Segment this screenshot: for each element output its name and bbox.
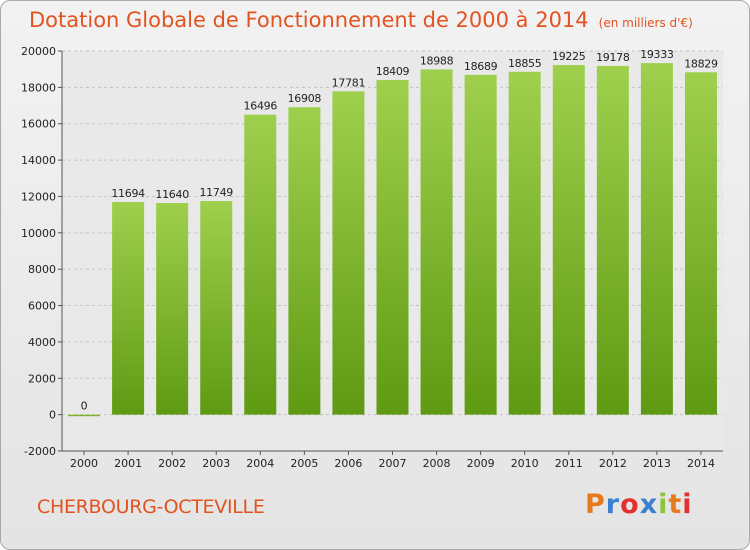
y-tick-label: 0 (49, 409, 56, 422)
y-tick-label: 14000 (21, 154, 56, 167)
bar (508, 71, 541, 415)
x-tick-label: 2011 (555, 457, 583, 470)
bar-value-label: 16908 (288, 92, 322, 105)
logo-letter: x (639, 489, 659, 520)
logo-letter: i (682, 489, 693, 520)
bar-value-label: 16496 (244, 100, 278, 113)
bar (288, 107, 321, 415)
bar (464, 74, 497, 415)
y-tick-label: 6000 (28, 300, 56, 313)
x-tick-label: 2001 (114, 457, 142, 470)
bar-value-label: 11640 (155, 188, 189, 201)
x-tick-label: 2007 (379, 457, 407, 470)
y-tick-label: 2000 (28, 372, 56, 385)
bar-value-label: 18855 (508, 57, 542, 70)
y-tick-label: -2000 (24, 445, 56, 458)
x-tick-label: 2009 (467, 457, 495, 470)
bar-value-label: 18829 (684, 57, 718, 70)
x-tick-label: 2010 (511, 457, 539, 470)
bar-value-label: 11749 (199, 186, 233, 199)
bar (640, 63, 673, 415)
y-tick-label: 8000 (28, 263, 56, 276)
bar-value-label: 0 (81, 400, 88, 413)
x-tick-label: 2012 (599, 457, 627, 470)
city-name: CHERBOURG-OCTEVILLE (37, 496, 265, 518)
proxiti-logo: Proxiti (585, 489, 693, 520)
logo-letter: P (585, 489, 606, 520)
bar-value-label: 19333 (640, 48, 674, 61)
x-tick-label: 2013 (643, 457, 671, 470)
logo-letter: r (605, 489, 621, 520)
chart-title: Dotation Globale de Fonctionnement de 20… (29, 8, 693, 32)
y-tick-label: 4000 (28, 336, 56, 349)
bar (420, 69, 453, 415)
y-tick-label: 16000 (21, 118, 56, 131)
bar-value-label: 19178 (596, 51, 630, 64)
bar-value-label: 17781 (332, 76, 366, 89)
bar (200, 201, 233, 415)
x-tick-label: 2002 (158, 457, 186, 470)
logo-letter: t (668, 489, 683, 520)
bar (156, 203, 189, 415)
bar-value-label: 18988 (420, 54, 454, 67)
bar (68, 414, 101, 417)
logo-letter: i (658, 489, 669, 520)
bar-value-label: 11694 (111, 187, 145, 200)
x-tick-label: 2000 (70, 457, 98, 470)
logo-letter: o (620, 489, 640, 520)
y-tick-label: 18000 (21, 81, 56, 94)
title-unit: (en milliers d'€) (598, 16, 693, 30)
bar (376, 79, 409, 415)
title-text: Dotation Globale de Fonctionnement de 20… (29, 8, 589, 32)
bar (244, 114, 277, 415)
bar (684, 72, 717, 415)
x-tick-label: 2004 (246, 457, 274, 470)
bar (332, 91, 365, 415)
bar-value-label: 18689 (464, 60, 498, 73)
y-tick-label: 20000 (21, 45, 56, 58)
x-tick-label: 2014 (687, 457, 715, 470)
x-tick-label: 2008 (423, 457, 451, 470)
bar (112, 202, 145, 415)
y-tick-label: 12000 (21, 190, 56, 203)
bar (552, 65, 585, 415)
bar-value-label: 18409 (376, 65, 410, 78)
x-tick-label: 2005 (290, 457, 318, 470)
x-tick-label: 2006 (334, 457, 362, 470)
bar (596, 65, 629, 415)
y-tick-label: 10000 (21, 227, 56, 240)
x-tick-label: 2003 (202, 457, 230, 470)
bar-value-label: 19225 (552, 50, 586, 63)
